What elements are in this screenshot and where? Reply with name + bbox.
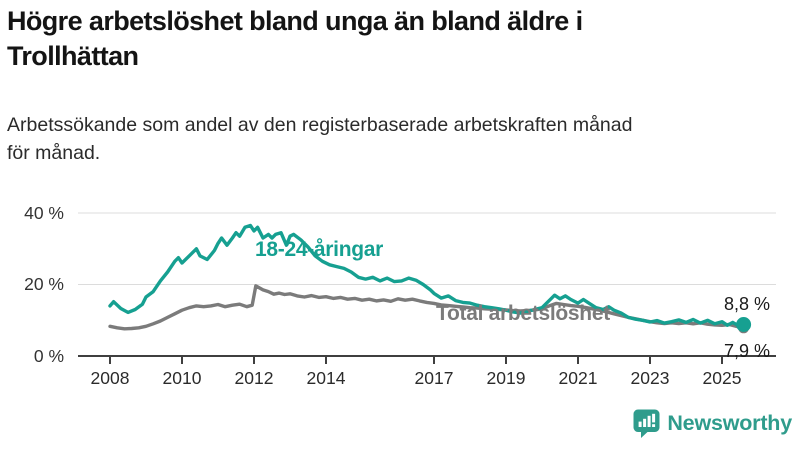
series-end-dot-young	[736, 317, 752, 332]
newsworthy-logo-text: Newsworthy	[667, 411, 792, 435]
newsworthy-logo-icon	[633, 409, 660, 438]
speech-bubble-shape	[633, 409, 660, 438]
newsworthy-logo[interactable]: Newsworthy	[633, 409, 792, 438]
x-axis-tick-label: 2017	[414, 368, 454, 388]
series-label-young: 18-24-åringar	[255, 238, 383, 261]
bar-chart-glyph	[638, 413, 656, 427]
chart-title: Högre arbetslöshet bland unga än bland ä…	[7, 6, 583, 72]
x-axis-tick-label: 2010	[162, 368, 202, 388]
end-value-label-young: 8,8 %	[723, 294, 770, 314]
x-axis-tick-label: 2023	[630, 368, 670, 388]
line-chart	[78, 212, 776, 364]
x-axis-tick-label: 2019	[486, 368, 526, 388]
end-value-label-total: 7,9 %	[723, 341, 770, 361]
y-axis-tick-label: 20 %	[24, 274, 64, 294]
x-axis-tick-label: 2025	[702, 368, 742, 388]
x-axis-tick-label: 2014	[306, 368, 346, 388]
y-axis-tick-label: 40 %	[24, 202, 64, 223]
x-axis-tick-label: 2008	[90, 368, 130, 388]
series-label-total: Total arbetslöshet	[436, 302, 610, 325]
series-line-young	[108, 223, 746, 328]
x-axis-tick-label: 2012	[234, 368, 274, 388]
x-axis-tick-label: 2021	[558, 368, 598, 388]
y-axis-tick-label: 0 %	[33, 345, 64, 366]
chart-subtitle: Arbetssökande som andel av den registerb…	[7, 114, 633, 164]
